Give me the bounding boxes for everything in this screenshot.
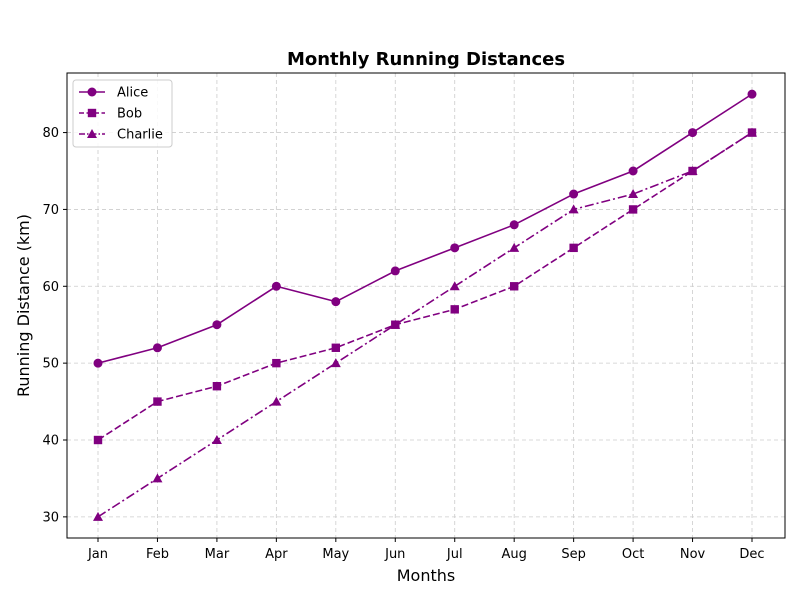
data-point-charlie bbox=[93, 511, 103, 521]
data-point-alice bbox=[569, 189, 579, 199]
data-point-charlie bbox=[211, 435, 222, 445]
series-layer bbox=[93, 89, 757, 521]
legend-item-alice: Alice bbox=[79, 86, 148, 101]
data-point-alice bbox=[212, 320, 222, 330]
x-tick-label: Apr bbox=[265, 547, 288, 562]
data-point-charlie bbox=[687, 165, 698, 175]
chart-title: Monthly Running Distances bbox=[287, 49, 565, 70]
legend-label-alice: Alice bbox=[117, 86, 148, 101]
legend-label-bob: Bob bbox=[117, 107, 142, 122]
data-point-bob bbox=[153, 397, 162, 406]
data-point-charlie bbox=[628, 189, 639, 199]
series-alice bbox=[93, 89, 757, 368]
plot-frame bbox=[66, 72, 786, 539]
y-tick-label: 70 bbox=[42, 203, 59, 218]
data-point-alice bbox=[747, 89, 757, 99]
x-tick-label: Sep bbox=[561, 547, 586, 562]
data-point-bob bbox=[212, 382, 222, 391]
data-point-bob bbox=[628, 205, 638, 214]
data-point-bob bbox=[331, 343, 341, 352]
x-tick-label: Dec bbox=[739, 547, 764, 562]
legend-label-charlie: Charlie bbox=[117, 128, 163, 143]
data-point-bob bbox=[450, 305, 459, 314]
data-point-bob bbox=[569, 243, 578, 253]
grid bbox=[67, 73, 785, 538]
data-point-alice bbox=[688, 128, 698, 138]
data-point-alice bbox=[331, 297, 341, 307]
x-axis-title: Months bbox=[397, 566, 455, 585]
data-point-alice bbox=[390, 266, 400, 276]
x-tick-label: Jul bbox=[446, 547, 463, 562]
y-tick-label: 30 bbox=[42, 510, 59, 525]
x-tick-label: Feb bbox=[146, 547, 169, 562]
x-tick-label: Jun bbox=[384, 547, 405, 562]
series-line-alice bbox=[97, 93, 753, 364]
x-tick-label: Oct bbox=[622, 547, 644, 562]
data-point-alice bbox=[509, 220, 519, 230]
data-point-charlie bbox=[152, 473, 163, 483]
y-axis: 30 40 50 60 70 80 bbox=[42, 126, 67, 525]
x-tick-label: May bbox=[322, 547, 349, 562]
x-axis: Jan Feb Mar Apr May Jun Jul Aug Sep Oct Nov Dec bbox=[87, 538, 765, 562]
data-point-alice bbox=[628, 166, 638, 176]
x-tick-label: Aug bbox=[501, 547, 526, 562]
data-point-charlie bbox=[330, 358, 341, 368]
legend-marker-charlie bbox=[87, 129, 97, 138]
data-point-charlie bbox=[449, 281, 460, 291]
x-tick-label: Nov bbox=[680, 547, 706, 562]
series-charlie bbox=[93, 127, 757, 521]
y-tick-label: 50 bbox=[42, 357, 59, 372]
data-point-charlie bbox=[747, 127, 757, 137]
data-point-alice bbox=[271, 281, 281, 291]
legend-box bbox=[72, 79, 173, 148]
data-point-bob bbox=[272, 358, 281, 368]
data-point-bob bbox=[509, 282, 519, 291]
data-point-bob bbox=[93, 435, 103, 445]
data-point-alice bbox=[450, 243, 460, 253]
legend-marker-alice bbox=[87, 87, 97, 97]
legend: Alice Bob Charlie bbox=[72, 79, 173, 148]
data-point-alice bbox=[152, 343, 162, 353]
legend-item-bob: Bob bbox=[79, 107, 142, 122]
data-point-charlie bbox=[271, 396, 282, 406]
data-point-charlie bbox=[390, 319, 401, 329]
data-point-alice bbox=[93, 358, 103, 368]
x-tick-label: Mar bbox=[205, 547, 230, 562]
y-tick-label: 80 bbox=[42, 126, 59, 141]
data-point-charlie bbox=[509, 242, 520, 252]
legend-marker-bob bbox=[87, 108, 97, 118]
y-tick-label: 60 bbox=[42, 280, 59, 295]
y-axis-title: Running Distance (km) bbox=[14, 214, 33, 397]
legend-item-charlie: Charlie bbox=[79, 128, 163, 143]
y-tick-label: 40 bbox=[42, 434, 59, 449]
series-line-bob bbox=[97, 131, 753, 441]
data-point-charlie bbox=[568, 204, 579, 214]
x-tick-label: Jan bbox=[87, 547, 108, 562]
